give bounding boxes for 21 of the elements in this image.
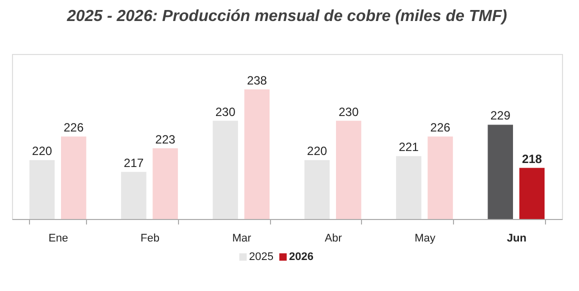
x-tick-label: Ene <box>48 232 68 244</box>
data-label: 229 <box>490 108 511 123</box>
x-tick-label: Mar <box>232 232 252 244</box>
x-tick-label: Feb <box>140 232 160 244</box>
chart-title: 2025 - 2026: Producción mensual de cobre (miles de TMF) <box>66 8 508 25</box>
data-label: 223 <box>155 132 176 146</box>
legend-label: 2025 <box>249 251 274 263</box>
data-label: 230 <box>215 104 236 119</box>
data-label: 220 <box>307 144 328 158</box>
x-tick-label: Abr <box>324 232 342 244</box>
data-label: 238 <box>246 73 268 88</box>
data-label: 226 <box>430 120 451 134</box>
legend-label: 2026 <box>289 251 314 263</box>
data-label: 217 <box>124 156 144 170</box>
data-label: 218 <box>522 152 542 166</box>
data-label: 226 <box>64 120 84 134</box>
x-tick-label: Jun <box>506 232 527 244</box>
x-tick-label: May <box>414 232 436 244</box>
data-label: 221 <box>398 140 420 154</box>
data-label: 220 <box>32 144 52 158</box>
data-label: 230 <box>338 104 359 119</box>
